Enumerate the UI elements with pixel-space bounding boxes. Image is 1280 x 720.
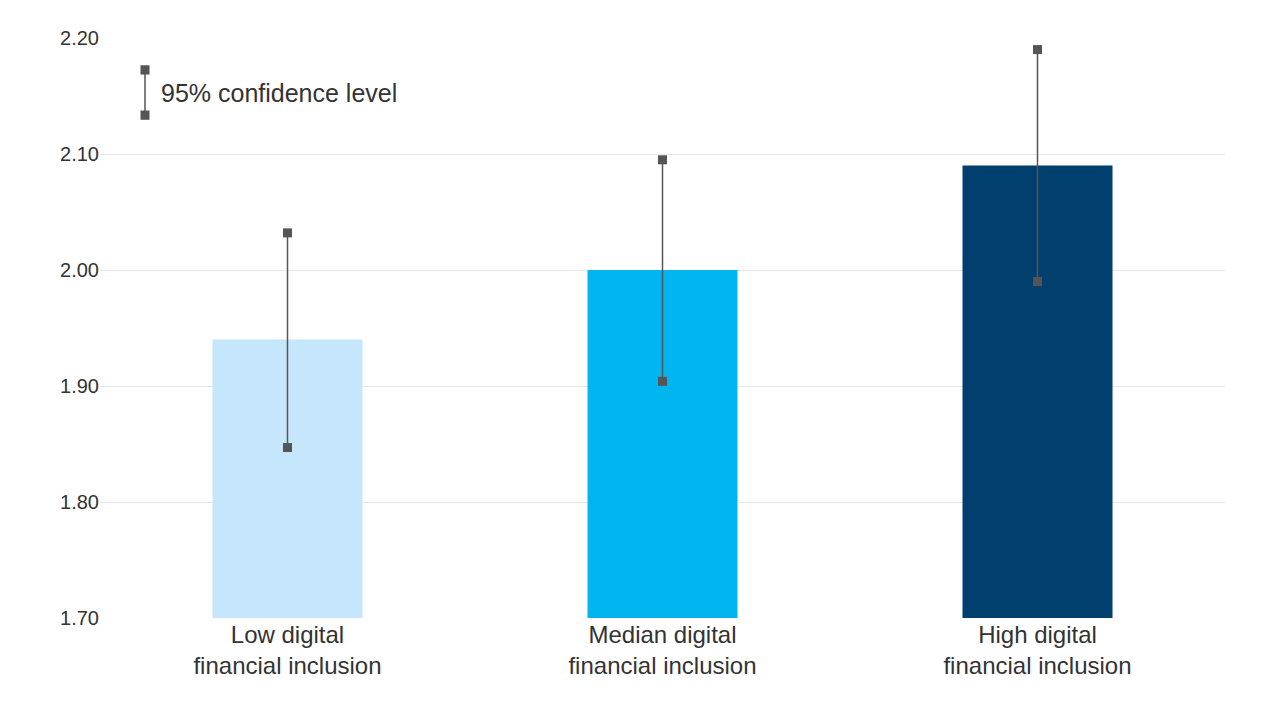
svg-text:1.90: 1.90 [60, 375, 99, 397]
svg-text:Median digitalfinancial inclus: Median digitalfinancial inclusion [568, 621, 756, 679]
svg-text:95% confidence level: 95% confidence level [161, 79, 397, 107]
svg-text:Low digitalfinancial inclusion: Low digitalfinancial inclusion [193, 621, 381, 679]
svg-text:1.80: 1.80 [60, 491, 99, 513]
svg-text:1.70: 1.70 [60, 607, 99, 629]
svg-text:High digitalfinancial inclusio: High digitalfinancial inclusion [943, 621, 1131, 679]
svg-text:2.10: 2.10 [60, 143, 99, 165]
svg-text:2.20: 2.20 [60, 27, 99, 49]
svg-text:2.00: 2.00 [60, 259, 99, 281]
